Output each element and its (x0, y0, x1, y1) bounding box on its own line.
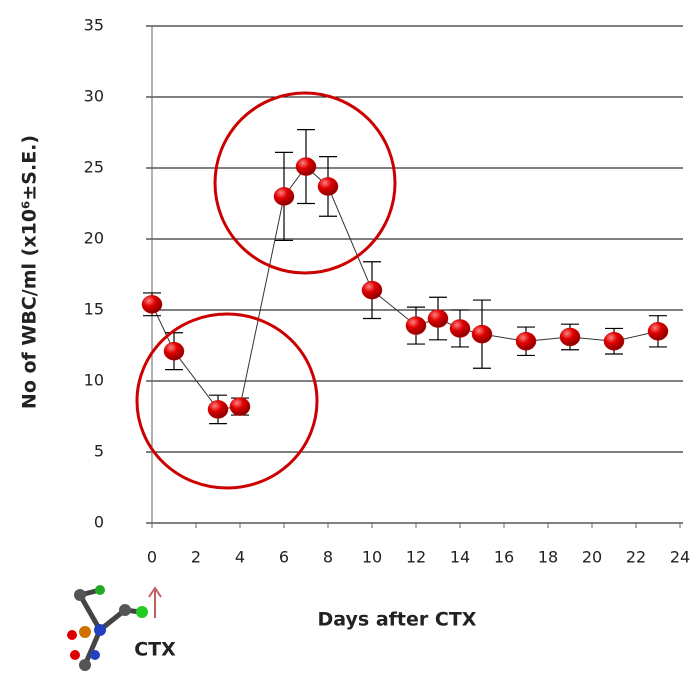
data-point (516, 332, 536, 350)
data-point (208, 400, 228, 418)
data-point (318, 177, 338, 195)
data-point (648, 322, 668, 340)
highlight-circle (137, 314, 317, 488)
data-point (274, 187, 294, 205)
data-point (230, 398, 250, 416)
y-tick-label: 10 (84, 371, 104, 390)
y-tick-label: 30 (84, 87, 104, 106)
x-axis-label: Days after CTX (318, 609, 477, 631)
x-tick-label: 2 (191, 548, 201, 567)
data-line (152, 167, 658, 410)
data-point (296, 158, 316, 176)
annotation: CTX (134, 639, 176, 661)
x-tick-label: 14 (450, 548, 470, 567)
data-point (406, 317, 426, 335)
data-point (142, 295, 162, 313)
x-tick-label: 10 (362, 548, 382, 567)
data-point (362, 281, 382, 299)
data-point (428, 310, 448, 328)
y-tick-label: 25 (84, 158, 104, 177)
y-tick-label: 5 (94, 442, 104, 461)
y-tick-label: 35 (84, 16, 104, 35)
y-tick-label: 15 (84, 300, 104, 319)
y-tick-label: 0 (94, 513, 104, 532)
data-point (560, 328, 580, 346)
x-tick-label: 12 (406, 548, 426, 567)
data-point (472, 325, 492, 343)
data-point (164, 342, 184, 360)
x-tick-label: 4 (235, 548, 245, 567)
data-point (450, 319, 470, 337)
chart: No of WBC/ml (x10⁶±S.E.) Days after CTX … (0, 0, 697, 678)
x-tick-label: 24 (670, 548, 690, 567)
x-tick-label: 18 (538, 548, 558, 567)
x-tick-label: 22 (626, 548, 646, 567)
x-tick-label: 0 (147, 548, 157, 567)
highlight-circle (215, 93, 395, 273)
x-tick-label: 8 (323, 548, 333, 567)
y-tick-label: 20 (84, 229, 104, 248)
y-axis-label: No of WBC/ml (x10⁶±S.E.) (19, 135, 41, 409)
x-tick-label: 16 (494, 548, 514, 567)
data-point (604, 332, 624, 350)
x-tick-label: 20 (582, 548, 602, 567)
x-tick-label: 6 (279, 548, 289, 567)
